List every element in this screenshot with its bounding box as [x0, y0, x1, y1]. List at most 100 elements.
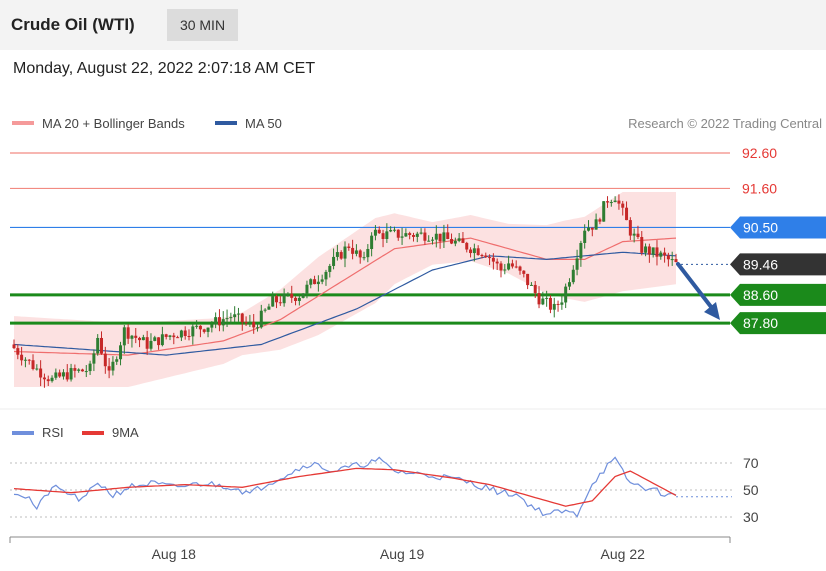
candle-body: [640, 237, 644, 253]
candle-body: [571, 269, 575, 283]
candle-body: [632, 233, 636, 236]
ma20-legend-swatch: [12, 121, 34, 125]
candle-body: [617, 200, 621, 204]
candle-body: [628, 220, 632, 236]
time-axis-label: Aug 18: [152, 546, 197, 562]
candle-body: [58, 372, 62, 377]
candle-body: [339, 252, 343, 259]
candle-body: [20, 354, 24, 361]
time-axis-label: Aug 19: [380, 546, 425, 562]
candle-body: [328, 265, 332, 272]
candle-body: [103, 353, 107, 367]
candle-body: [259, 310, 263, 328]
candle-body: [164, 334, 168, 337]
candle-body: [332, 256, 336, 266]
candle-body: [309, 279, 313, 285]
candle-body: [191, 326, 195, 337]
candle-body: [636, 233, 640, 238]
rsi-tick-label: 70: [743, 455, 759, 471]
bollinger-band-area: [14, 192, 676, 387]
support-tag: [730, 283, 826, 306]
candle-body: [400, 236, 404, 238]
candle-body: [602, 201, 606, 222]
candle-body: [457, 238, 461, 241]
candle-body: [373, 229, 377, 236]
resistance-label: 92.60: [742, 145, 777, 161]
candle-body: [366, 248, 370, 258]
candle-body: [472, 248, 476, 254]
candle-body: [316, 281, 320, 285]
candle-body: [419, 232, 423, 234]
candle-body: [122, 327, 126, 346]
candle-body: [12, 344, 16, 349]
candle-body: [541, 298, 545, 305]
rsi-ma-legend-swatch: [82, 431, 104, 435]
candle-body: [294, 297, 298, 301]
candle-body: [579, 242, 583, 259]
candle-body: [275, 296, 279, 303]
candle-body: [446, 232, 450, 239]
rsi-legend-label: RSI: [42, 425, 64, 440]
candle-body: [229, 317, 233, 319]
candle-body: [450, 238, 454, 244]
candle-body: [65, 372, 69, 380]
candle-body: [442, 232, 446, 242]
ma50-legend-swatch: [215, 121, 237, 125]
candle-body: [73, 368, 77, 371]
candle-body: [476, 248, 480, 256]
candle-body: [221, 319, 225, 326]
candle-body: [488, 257, 492, 259]
candle-body: [503, 269, 507, 271]
candle-body: [145, 337, 149, 349]
candle-body: [214, 317, 218, 325]
candle-body: [278, 302, 282, 304]
candle-body: [529, 284, 533, 286]
candle-body: [545, 297, 549, 299]
chart-datetime: Monday, August 22, 2022 2:07:18 AM CET: [13, 60, 316, 77]
candle-body: [609, 202, 613, 204]
candle-body: [50, 377, 54, 382]
candle-body: [80, 369, 84, 372]
candle-body: [385, 231, 389, 239]
ma50-legend-label: MA 50: [245, 116, 282, 131]
candle-body: [313, 279, 317, 285]
candle-body: [469, 249, 473, 254]
candle-body: [484, 255, 488, 258]
candle-body: [77, 369, 81, 371]
timeframe-badge[interactable]: 30 MIN: [167, 9, 238, 41]
candle-body: [347, 246, 351, 248]
candle-body: [411, 235, 415, 237]
candle-body: [263, 309, 267, 311]
candle-body: [39, 368, 43, 378]
candle-body: [491, 257, 495, 262]
candle-body: [271, 296, 275, 307]
candle-body: [88, 363, 92, 372]
candle-body: [96, 337, 100, 354]
candle-body: [252, 321, 256, 328]
candle-body: [301, 293, 305, 298]
candle-body: [533, 284, 537, 294]
candle-body: [670, 259, 674, 261]
candle-body: [290, 293, 294, 298]
candle-body: [297, 297, 301, 301]
candle-body: [138, 337, 142, 341]
candle-body: [548, 297, 552, 310]
candle-body: [431, 239, 435, 241]
candle-body: [225, 318, 229, 320]
candle-body: [408, 233, 412, 236]
candle-body: [134, 335, 138, 338]
pivot-tag: [730, 216, 826, 239]
rsi-tick-label: 30: [743, 509, 759, 525]
rsi-legend-swatch: [12, 431, 34, 435]
candle-body: [217, 317, 221, 326]
level-lines: [10, 152, 732, 325]
candle-body: [84, 371, 88, 373]
candle-body: [244, 322, 248, 324]
candle-body: [392, 229, 396, 231]
candle-body: [651, 247, 655, 255]
rsi-pane: 30 50 70: [10, 455, 759, 525]
candle-body: [35, 368, 39, 370]
candle-body: [160, 334, 164, 346]
candle-body: [119, 345, 123, 360]
candle-body: [434, 233, 438, 240]
